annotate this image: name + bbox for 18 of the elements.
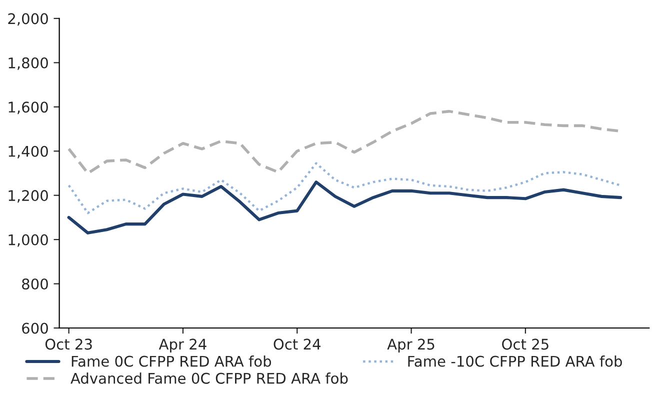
y-tick-label: 1,800 (8, 57, 48, 70)
y-tick-label: 600 (22, 322, 48, 334)
y-tick-label: 1,400 (8, 146, 48, 158)
y-tick-label: 1,200 (8, 190, 48, 203)
y-tick-label: 1,000 (8, 234, 48, 247)
legend-label: Fame -10C CFPP RED ARA fob (408, 356, 622, 367)
x-tick-label: Apr 25 (387, 338, 434, 353)
x-tick-label: Apr 24 (158, 338, 206, 353)
y-tick-label: 1,600 (8, 102, 48, 114)
x-tick-label: Oct 23 (45, 338, 92, 350)
line-series (68, 162, 622, 214)
legend-label: Advanced Fame 0C CFPP RED ARA fob (70, 372, 348, 384)
x-tick-label: Oct 24 (274, 338, 321, 350)
y-tick-label: 2,000 (8, 13, 48, 26)
y-tick-label: 800 (22, 278, 48, 290)
line-series (67, 180, 622, 234)
x-tick-label: Oct 25 (502, 338, 548, 350)
legend-label: Fame 0C CFPP RED ARA fob (72, 356, 272, 367)
